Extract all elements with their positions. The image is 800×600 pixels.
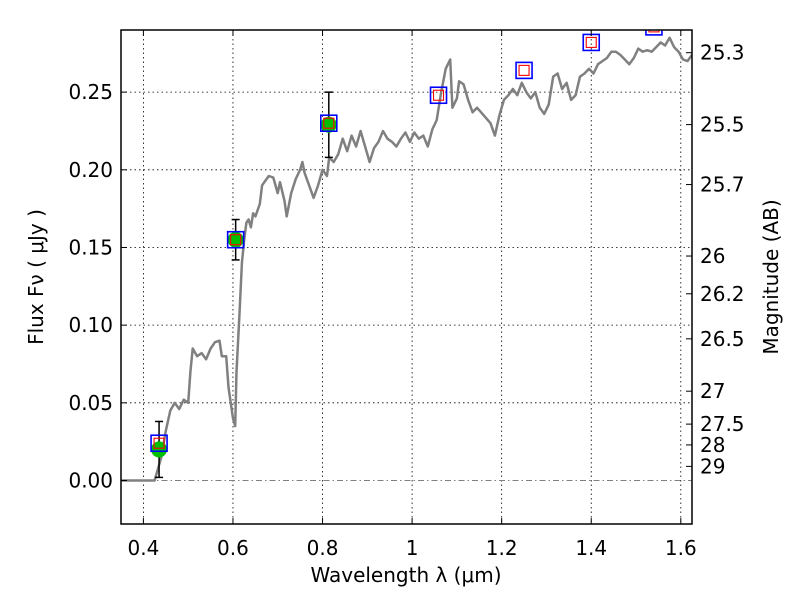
x-tick-label: 1 (406, 536, 419, 560)
model-point (645, 30, 663, 36)
x-tick-label: 0.4 (127, 536, 159, 560)
y-tick-label: 0.20 (68, 158, 113, 182)
x-ticks: 0.4 0.6 0.8 1 1.2 1.4 1.6 (127, 30, 697, 560)
mag-tick-label: 26 (700, 244, 725, 268)
x-tick-label: 1.2 (486, 536, 518, 560)
mag-tick-label: 25.5 (700, 113, 745, 137)
mag-tick-label: 25.7 (700, 173, 745, 197)
model-point (226, 230, 245, 249)
model-point-inner (432, 89, 445, 101)
model-sed-layer (121, 36, 692, 482)
y-tick-label: 0.05 (68, 391, 113, 415)
model-point (319, 114, 338, 133)
x-tick-label: 0.6 (217, 536, 249, 560)
model-point-inner (323, 117, 335, 129)
model-point-inner (648, 30, 660, 33)
plot-frame (120, 29, 693, 525)
right-axis-label: Magnitude (AB) (759, 199, 783, 354)
mag-tick-label: 29 (700, 454, 725, 478)
model-points (150, 30, 663, 453)
model-point (429, 86, 448, 105)
model-point-inner (153, 437, 165, 449)
model-point-inner (230, 234, 242, 246)
y-axis-label: Flux Fν ( μJy ) (24, 209, 48, 345)
model-point (515, 61, 533, 80)
mag-tick-label: 28 (700, 433, 725, 457)
x-tick-label: 1.4 (575, 536, 607, 560)
y-tick-label: 0.10 (68, 313, 113, 337)
model-point-inner (585, 36, 597, 48)
y-ticks: 0.00 0.05 0.10 0.15 0.20 0.25 (68, 80, 127, 493)
x-tick-label: 1.6 (665, 536, 697, 560)
plot-background (121, 30, 692, 524)
model-point-inner (518, 64, 530, 76)
x-axis-label: Wavelength λ (μm) (310, 563, 501, 587)
y-tick-label: 0.15 (68, 235, 113, 259)
mag-tick-label: 25.3 (700, 41, 745, 65)
x-tick-label: 0.8 (307, 536, 339, 560)
mag-tick-label: 26.2 (700, 282, 745, 306)
y-tick-label: 0.00 (68, 469, 113, 493)
y-tick-label: 0.25 (68, 80, 113, 104)
mag-tick-label: 27 (700, 379, 725, 403)
mag-tick-label: 27.5 (700, 412, 745, 436)
model-point (150, 434, 168, 453)
model-sed-line (121, 36, 692, 482)
mag-tick-label: 26.5 (700, 327, 745, 351)
